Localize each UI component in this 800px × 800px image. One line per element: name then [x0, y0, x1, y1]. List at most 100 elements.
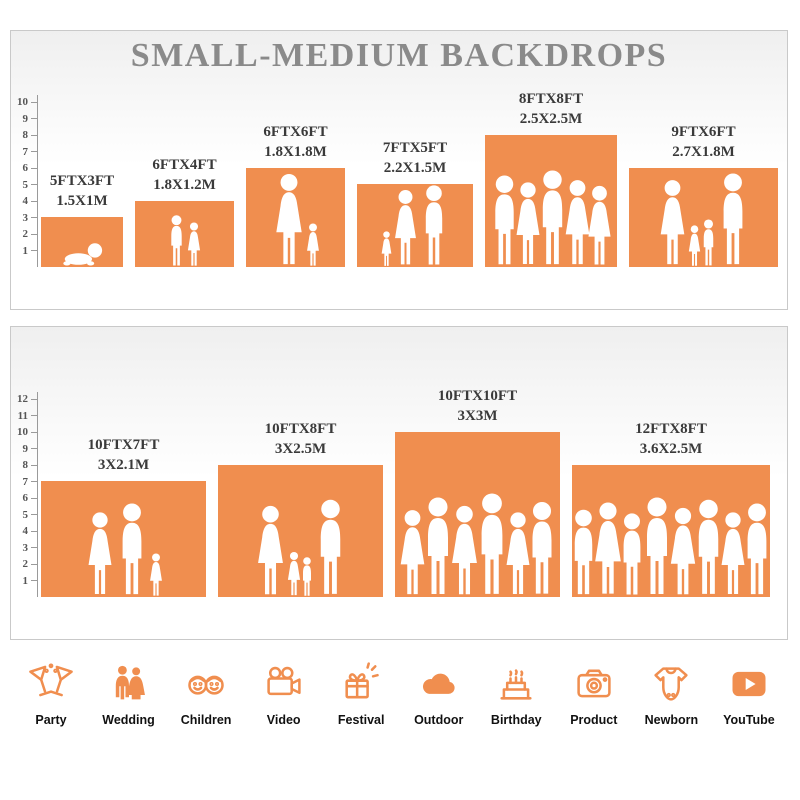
backdrop-item-12x8: 12FTX8FT 3.6X2.5M	[572, 420, 770, 597]
festival-icon	[345, 662, 379, 699]
ruler-tick-label: 3	[22, 541, 29, 554]
person-silhouette	[738, 503, 776, 597]
backdrop-item-7x5: 7FTX5FT 2.2X1.5M	[357, 139, 473, 267]
person-silhouette	[304, 223, 322, 267]
category-label: Festival	[337, 713, 385, 727]
person-silhouette	[270, 173, 308, 267]
person-silhouette	[83, 511, 117, 597]
category-label: Outdoor	[414, 713, 464, 727]
panel-medium-backdrops: 1 2 3 4 5 6 7 8 9 10 11 12 10FTX7FT 3X2.…	[10, 326, 788, 640]
backdrop-size-label: 10FTX7FT 3X2.1M	[87, 437, 160, 473]
person-silhouette	[655, 179, 690, 267]
product-icon	[577, 669, 611, 698]
person-silhouette	[714, 173, 752, 267]
ruler-tick-label: 10	[17, 96, 28, 108]
backdrop-size-label: 10FTX10FT 3X3M	[437, 388, 518, 424]
birthday-icon	[500, 669, 532, 700]
backdrop-size-label: 7FTX5FT 2.2X1.5M	[382, 140, 448, 176]
category-children: Children	[169, 662, 243, 727]
ruler-tick-label: 9	[22, 442, 29, 455]
backdrop-block	[395, 432, 560, 597]
backdrop-block	[41, 217, 123, 267]
category-label: Wedding	[102, 713, 155, 727]
backdrop-block	[218, 465, 383, 597]
ruler-tick-label: 11	[17, 409, 28, 422]
category-youtube: YouTube	[712, 662, 786, 727]
ruler-tick-label: 8	[22, 129, 29, 141]
ruler-tick-label: 1	[22, 244, 29, 257]
ruler-tick-label: 4	[22, 525, 29, 537]
category-newborn: Newborn	[634, 662, 708, 727]
category-wedding: Wedding	[92, 662, 166, 727]
backdrop-block	[41, 481, 206, 597]
backdrop-row-2: 10FTX7FT 3X2.1M 10FTX8FT 3X2.5M	[41, 387, 783, 597]
ruler-tick-label: 4	[22, 195, 29, 207]
backdrop-size-label: 10FTX8FT 3X2.5M	[264, 421, 337, 457]
baby-silhouette	[59, 241, 105, 267]
ruler-tick-label: 9	[22, 112, 29, 125]
ruler-tick-label: 5	[22, 508, 29, 521]
party-icon	[29, 663, 73, 697]
person-silhouette	[523, 501, 561, 597]
outdoor-icon	[422, 673, 455, 694]
ruler-tick-label: 2	[22, 228, 29, 240]
backdrop-item-10x7: 10FTX7FT 3X2.1M	[41, 436, 206, 597]
youtube-icon	[732, 671, 766, 697]
category-label: Product	[570, 713, 618, 727]
backdrop-row-1: 5FTX3FT 1.5X1M 6FTX4FT 1.8X1.2M	[41, 90, 783, 267]
category-label: YouTube	[723, 713, 775, 727]
backdrop-block	[629, 168, 778, 267]
backdrop-block	[246, 168, 345, 267]
wedding-icon	[115, 665, 145, 700]
category-label: Party	[35, 713, 67, 727]
ruler-tick-label: 7	[22, 475, 29, 488]
category-festival: Festival	[324, 662, 398, 727]
backdrop-size-label: 12FTX8FT 3.6X2.5M	[635, 421, 707, 457]
category-row: Party Wedding Children Video	[14, 662, 786, 727]
backdrop-block	[357, 184, 473, 267]
ruler-tick-label: 2	[22, 558, 29, 570]
ruler-tick-label: 3	[22, 211, 29, 224]
backdrop-size-label: 6FTX4FT 1.8X1.2M	[152, 157, 217, 193]
category-label: Birthday	[490, 713, 542, 727]
category-video: Video	[247, 662, 321, 727]
ruler-panel-1: 1 2 3 4 5 6 7 8 9 10	[11, 31, 41, 309]
panel-small-backdrops: SMALL-MEDIUM BACKDROPS 1 2 3 4 5 6 7 8 9…	[10, 30, 788, 310]
person-silhouette	[184, 222, 204, 267]
ruler-axis-line	[37, 95, 38, 267]
category-birthday: Birthday	[479, 662, 553, 727]
backdrop-item-6x6: 6FTX6FT 1.8X1.8M	[246, 123, 345, 267]
backdrop-block	[485, 135, 617, 267]
backdrop-size-label: 5FTX3FT 1.5X1M	[49, 173, 115, 209]
ruler-tick-label: 6	[22, 492, 29, 504]
category-party: Party	[14, 662, 88, 727]
ruler-tick-label: 7	[22, 145, 29, 158]
category-label: Children	[180, 713, 232, 727]
ruler-tick-label: 10	[17, 426, 28, 438]
page-title: SMALL-MEDIUM BACKDROPS	[130, 37, 668, 74]
ruler-tick-label: 12	[17, 393, 28, 405]
backdrop-item-10x10: 10FTX10FT 3X3M	[395, 387, 560, 597]
newborn-icon	[654, 667, 689, 701]
backdrop-item-9x6: 9FTX6FT 2.7X1.8M	[629, 123, 778, 267]
person-silhouette	[311, 499, 350, 597]
backdrop-item-6x4: 6FTX4FT 1.8X1.2M	[135, 156, 234, 267]
video-icon	[266, 666, 301, 696]
ruler-panel-2: 1 2 3 4 5 6 7 8 9 10 11 12	[11, 327, 41, 639]
ruler-tick-label: 5	[22, 178, 29, 191]
person-silhouette	[417, 185, 451, 267]
category-label: Video	[266, 713, 301, 727]
category-label: Newborn	[644, 713, 699, 727]
ruler-tick-label: 8	[22, 459, 29, 471]
ruler-tick-label: 1	[22, 574, 29, 587]
person-silhouette	[113, 503, 151, 597]
backdrop-size-label: 9FTX6FT 2.7X1.8M	[671, 124, 736, 160]
children-icon	[188, 675, 224, 695]
backdrop-block	[572, 465, 770, 597]
category-outdoor: Outdoor	[402, 662, 476, 727]
backdrop-block	[135, 201, 234, 267]
person-silhouette	[147, 553, 165, 597]
ruler-axis-line	[37, 392, 38, 597]
backdrop-size-label: 6FTX6FT 1.8X1.8M	[263, 124, 328, 160]
ruler-tick-label: 6	[22, 162, 29, 174]
